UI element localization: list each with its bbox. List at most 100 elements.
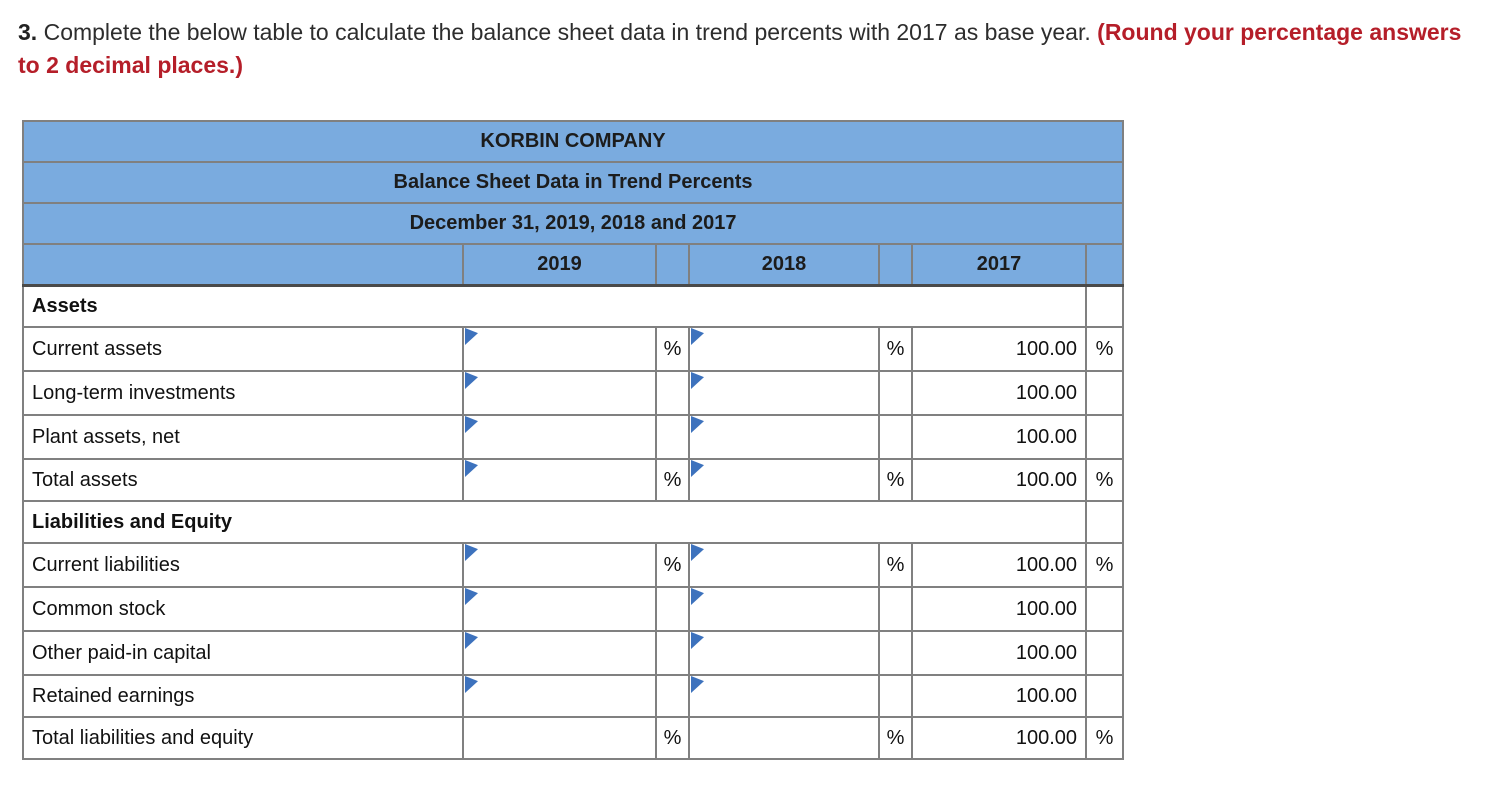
section-row-assets: Assets	[22, 284, 1125, 328]
base-value-cell: 100.00	[911, 370, 1087, 416]
base-value-cell: 100.00	[911, 542, 1087, 588]
problem-instruction: 3. Complete the below table to calculate…	[18, 16, 1482, 82]
answer-cell-2018[interactable]	[688, 414, 880, 460]
table-row-total-liabilities-and-equity: Total liabilities and equity % % 100.00 …	[22, 716, 1125, 760]
answer-cell-2019[interactable]	[462, 674, 657, 718]
percent-label	[655, 370, 690, 416]
row-label: Plant assets, net	[22, 414, 464, 460]
percent-label	[1084, 630, 1125, 676]
answer-cell-2018[interactable]	[688, 458, 880, 502]
answer-cell-2019[interactable]	[462, 586, 657, 632]
answer-cell-2019[interactable]	[462, 326, 657, 372]
percent-label	[655, 630, 690, 676]
percent-label: %	[878, 542, 913, 588]
answer-marker-icon	[465, 677, 478, 693]
year-header-row: 2019 2018 2017	[22, 243, 1125, 287]
answer-marker-icon	[465, 373, 478, 389]
answer-cell-2018[interactable]	[688, 716, 880, 760]
trend-percents-table: KORBIN COMPANY Balance Sheet Data in Tre…	[21, 120, 1125, 760]
percent-label: %	[1084, 326, 1125, 372]
percent-label	[1084, 370, 1125, 416]
answer-cell-2019[interactable]	[462, 542, 657, 588]
problem-number: 3.	[18, 19, 38, 45]
row-label: Common stock	[22, 586, 464, 632]
rounding-note: (Round your percentage answers to 2 deci…	[18, 19, 1462, 78]
base-value-cell: 100.00	[911, 630, 1087, 676]
row-label: Other paid-in capital	[22, 630, 464, 676]
table-row-common-stock: Common stock 100.00	[22, 586, 1125, 632]
table-row-total-assets: Total assets % % 100.00 %	[22, 458, 1125, 502]
base-value-cell: 100.00	[911, 326, 1087, 372]
percent-label	[655, 586, 690, 632]
table-row-retained-earnings: Retained earnings 100.00	[22, 674, 1125, 718]
percent-label	[878, 674, 913, 718]
percent-label	[655, 414, 690, 460]
percent-label: %	[878, 716, 913, 760]
spacer-cell	[1084, 284, 1125, 328]
answer-marker-icon	[465, 461, 478, 477]
spacer-header-cell	[655, 243, 690, 287]
table-row-current-assets: Current assets % % 100.00 %	[22, 326, 1125, 372]
answer-cell-2019[interactable]	[462, 370, 657, 416]
percent-label: %	[655, 458, 690, 502]
problem-text: Complete the below table to calculate th…	[43, 19, 1091, 45]
section-row-liabilities-equity: Liabilities and Equity	[22, 500, 1125, 544]
spacer-header-cell	[878, 243, 913, 287]
row-label: Long-term investments	[22, 370, 464, 416]
answer-cell-2019[interactable]	[462, 716, 657, 760]
empty-header-cell	[22, 243, 464, 287]
percent-label	[878, 370, 913, 416]
table-title-row: KORBIN COMPANY	[21, 120, 1125, 163]
answer-cell-2019[interactable]	[462, 458, 657, 502]
answer-cell-2018[interactable]	[688, 370, 880, 416]
table-row-current-liabilities: Current liabilities % % 100.00 %	[22, 542, 1125, 588]
answer-marker-icon	[691, 545, 704, 561]
row-label: Retained earnings	[22, 674, 464, 718]
percent-label: %	[655, 542, 690, 588]
percent-label	[1084, 414, 1125, 460]
year-header-2019: 2019	[462, 243, 657, 287]
percent-label: %	[1084, 542, 1125, 588]
answer-marker-icon	[465, 417, 478, 433]
year-header-2017: 2017	[911, 243, 1087, 287]
statement-title: Balance Sheet Data in Trend Percents	[21, 161, 1125, 204]
base-value-cell: 100.00	[911, 716, 1087, 760]
percent-label	[1084, 674, 1125, 718]
percent-label	[1084, 586, 1125, 632]
answer-marker-icon	[691, 373, 704, 389]
answer-cell-2018[interactable]	[688, 586, 880, 632]
row-label: Current liabilities	[22, 542, 464, 588]
answer-cell-2018[interactable]	[688, 542, 880, 588]
answer-cell-2018[interactable]	[688, 674, 880, 718]
table-row-plant-assets-net: Plant assets, net 100.00	[22, 414, 1125, 460]
percent-label	[878, 630, 913, 676]
percent-label: %	[655, 716, 690, 760]
company-name: KORBIN COMPANY	[21, 120, 1125, 163]
answer-marker-icon	[691, 417, 704, 433]
answer-marker-icon	[691, 461, 704, 477]
base-value-cell: 100.00	[911, 458, 1087, 502]
answer-cell-2019[interactable]	[462, 630, 657, 676]
percent-label	[655, 674, 690, 718]
section-label: Liabilities and Equity	[22, 500, 1087, 544]
answer-cell-2018[interactable]	[688, 326, 880, 372]
row-label: Total assets	[22, 458, 464, 502]
answer-marker-icon	[691, 589, 704, 605]
base-value-cell: 100.00	[911, 586, 1087, 632]
answer-cell-2019[interactable]	[462, 414, 657, 460]
answer-marker-icon	[465, 545, 478, 561]
percent-label: %	[878, 458, 913, 502]
base-value-cell: 100.00	[911, 674, 1087, 718]
percent-label: %	[878, 326, 913, 372]
percent-label: %	[1084, 458, 1125, 502]
row-label: Current assets	[22, 326, 464, 372]
year-header-2018: 2018	[688, 243, 880, 287]
section-label: Assets	[22, 284, 1087, 328]
answer-cell-2018[interactable]	[688, 630, 880, 676]
base-value-cell: 100.00	[911, 414, 1087, 460]
table-row-long-term-investments: Long-term investments 100.00	[22, 370, 1125, 416]
answer-marker-icon	[691, 633, 704, 649]
answer-marker-icon	[465, 589, 478, 605]
percent-label	[878, 414, 913, 460]
spacer-cell	[1084, 500, 1125, 544]
